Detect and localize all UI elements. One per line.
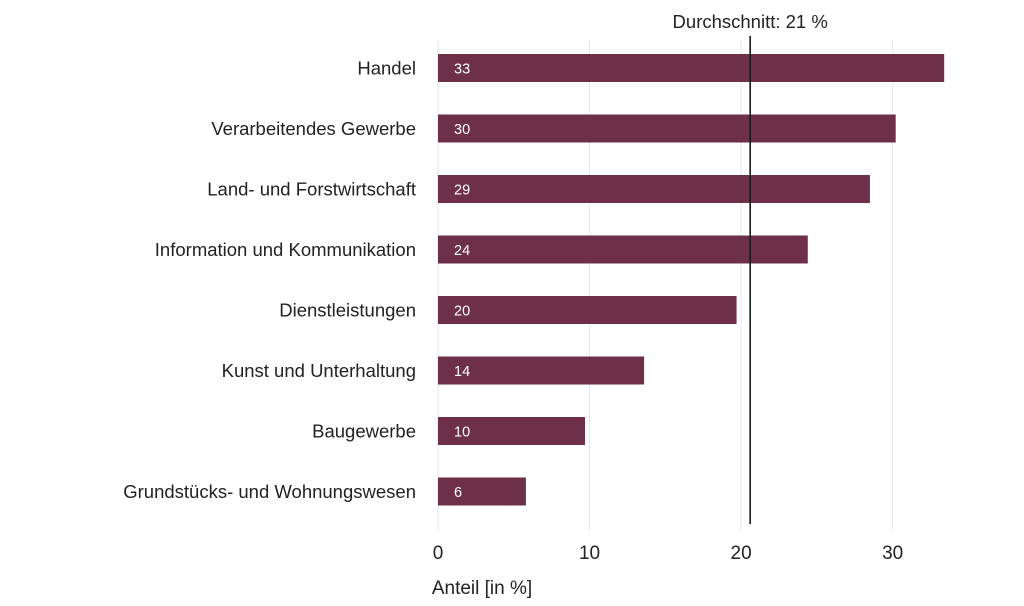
bar-value-label: 6: [454, 485, 462, 501]
average-label: Durchschnitt: 21 %: [673, 11, 828, 32]
x-tick-label: 20: [731, 543, 752, 564]
bar: [438, 477, 526, 506]
bar-value-label: 24: [454, 243, 470, 259]
bar-value-label: 29: [454, 183, 470, 199]
reference-line-group: Durchschnitt: 21 %: [673, 11, 828, 524]
category-labels: Handel Verarbeitendes Gewerbe Land- und Fo…: [123, 58, 416, 503]
category-label: Information und Kommunikation: [155, 239, 416, 260]
bar-value-label: 10: [454, 425, 470, 441]
x-tick-label: 30: [882, 543, 903, 564]
category-label: Grundstücks- und Wohnungswesen: [123, 481, 416, 502]
bar: [438, 235, 808, 264]
bar: [438, 54, 945, 82]
category-label: Land- und Forstwirtschaft: [207, 179, 416, 200]
x-tick-labels: 0 10 20 30: [433, 543, 904, 564]
category-label: Verarbeitendes Gewerbe: [211, 118, 416, 139]
bar: [438, 417, 586, 445]
bar: [438, 296, 737, 324]
x-tick-label: 10: [579, 543, 600, 564]
category-label: Kunst und Unterhaltung: [222, 360, 416, 381]
category-label: Handel: [357, 58, 416, 79]
category-label: Baugewerbe: [312, 421, 416, 442]
x-axis-title: Anteil [in %]: [432, 578, 532, 599]
grid-lines: [437, 40, 894, 530]
category-label: Dienstleistungen: [279, 300, 416, 321]
bar: [438, 114, 896, 143]
bar-value-label: 33: [454, 62, 470, 78]
x-tick-label: 0: [433, 543, 444, 564]
bar: [438, 175, 870, 203]
bar-value-label: 14: [454, 364, 470, 380]
bar-value-label: 30: [454, 122, 470, 138]
bar: [438, 356, 645, 385]
bars: 33 30 29 24 20 14 10 6: [438, 54, 945, 506]
bar-value-label: 20: [454, 304, 470, 320]
